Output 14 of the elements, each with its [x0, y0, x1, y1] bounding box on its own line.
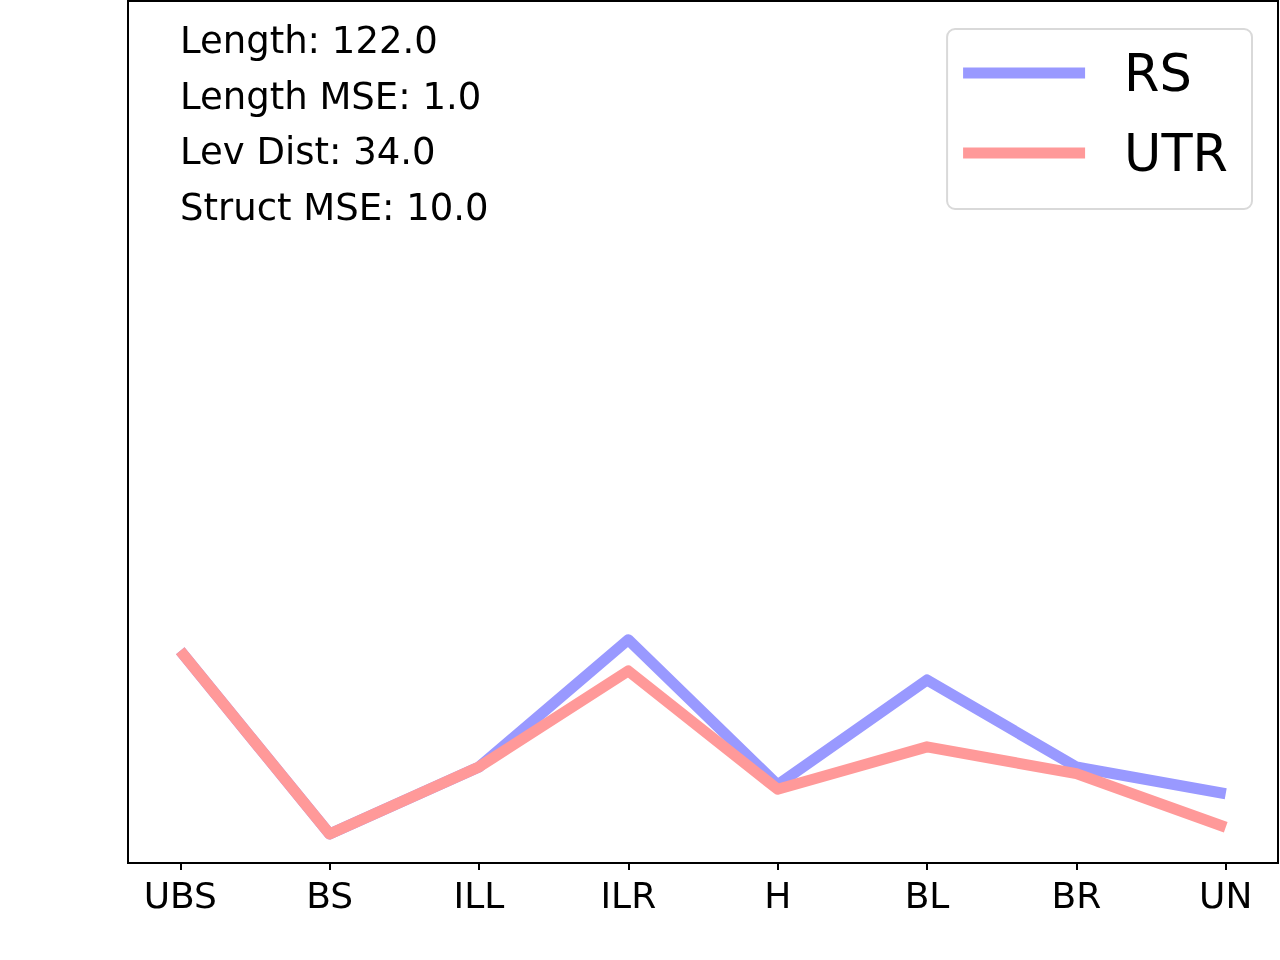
legend-label: RS [1124, 43, 1192, 103]
x-tick-label: BR [1051, 874, 1102, 916]
x-tick-label: ILL [453, 874, 505, 916]
text: Length: 122.0 [180, 19, 438, 62]
legend-label: UTR [1124, 123, 1228, 183]
x-tick-label: UN [1199, 874, 1253, 916]
text: Length MSE: 1.0 [180, 74, 482, 118]
text: Lev Dist: 34.0 [180, 130, 436, 173]
text: Struct MSE: 10.0 [180, 185, 489, 229]
x-tick-label: BS [306, 874, 354, 916]
x-tick-label: BL [904, 874, 950, 916]
x-tick-label: UBS [143, 874, 217, 916]
x-tick-label: ILR [600, 874, 657, 916]
x-tick-label: H [764, 874, 792, 916]
